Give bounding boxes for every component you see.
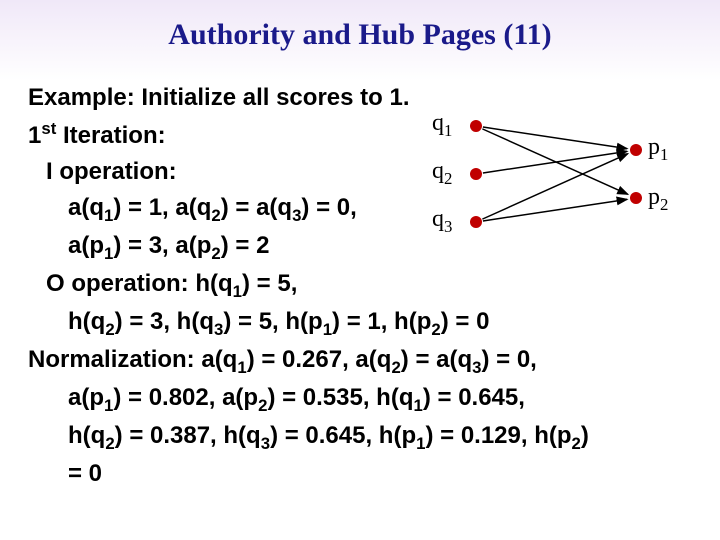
node-q3 bbox=[470, 216, 482, 228]
line-norm2: a(p1) = 0.802, a(p2) = 0.535, h(q1) = 0.… bbox=[28, 380, 708, 418]
node-p2 bbox=[630, 192, 642, 204]
node-label-p2: p2 bbox=[648, 184, 668, 215]
node-q2 bbox=[470, 168, 482, 180]
node-p1 bbox=[630, 144, 642, 156]
node-label-p1: p1 bbox=[648, 134, 668, 165]
graph-diagram: q1 q2 q3 p1 p2 bbox=[410, 110, 690, 270]
line-norm4: = 0 bbox=[28, 456, 708, 492]
line-hq: h(q2) = 3, h(q3) = 5, h(p1) = 1, h(p2) =… bbox=[28, 304, 708, 342]
edge-q3-p2 bbox=[483, 199, 627, 221]
node-label-q1: q1 bbox=[432, 110, 452, 141]
edge-q2-p1 bbox=[483, 151, 627, 173]
line-norm: Normalization: a(q1) = 0.267, a(q2) = a(… bbox=[28, 342, 708, 380]
node-label-q2: q2 bbox=[432, 158, 452, 189]
node-q1 bbox=[470, 120, 482, 132]
slide-title: Authority and Hub Pages (11) bbox=[0, 0, 720, 52]
line-o-op: O operation: h(q1) = 5, bbox=[28, 266, 708, 304]
node-label-q3: q3 bbox=[432, 206, 452, 237]
edge-q3-p1 bbox=[482, 154, 627, 219]
line-norm3: h(q2) = 0.387, h(q3) = 0.645, h(p1) = 0.… bbox=[28, 418, 708, 456]
edge-q1-p1 bbox=[483, 127, 627, 149]
